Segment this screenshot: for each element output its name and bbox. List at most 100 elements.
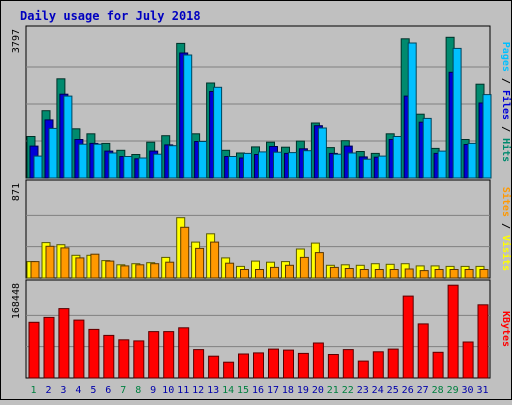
- bar-kbytes-day-25: [387, 348, 399, 379]
- legend-separator: /: [500, 72, 511, 90]
- bar-pages-day-24: [377, 155, 387, 179]
- bar-kbytes-day-9: [148, 331, 160, 379]
- panel-hits-files-pages: 3797 Pages / Files / Hits: [11, 25, 512, 179]
- day-label-17: 17: [267, 385, 279, 396]
- y-max-label-visits-sites: 871: [11, 183, 22, 201]
- bar-pages-day-2: [48, 127, 58, 179]
- bar-pages-day-16: [258, 151, 267, 179]
- bar-pages-day-5: [93, 143, 103, 179]
- bar-pages-day-25: [392, 136, 402, 179]
- legend-hits-files-pages: Pages / Files / Hits: [500, 42, 512, 162]
- bar-sites-day-8: [135, 264, 145, 279]
- legend-kbytes: KBytes: [500, 311, 511, 347]
- bar-sites-day-19: [299, 256, 309, 279]
- bar-sites-day-23: [359, 269, 369, 279]
- day-label-29: 29: [447, 385, 459, 396]
- bar-kbytes-day-24: [372, 351, 384, 379]
- y-max-label-kbytes: 168448: [11, 283, 22, 319]
- bar-kbytes-day-27: [417, 323, 429, 379]
- bar-pages-day-26: [407, 42, 417, 179]
- bar-sites-day-20: [314, 252, 324, 279]
- bar-sites-day-29: [449, 269, 459, 279]
- legend-item-pages: Pages: [500, 42, 511, 72]
- bar-kbytes-day-17: [268, 348, 279, 379]
- bar-sites-day-9: [150, 263, 160, 279]
- bar-kbytes-day-1: [28, 321, 40, 379]
- bar-kbytes-day-31: [477, 304, 489, 379]
- day-label-3: 3: [60, 385, 66, 396]
- bar-kbytes-day-8: [133, 340, 145, 379]
- bar-pages-day-20: [317, 127, 327, 179]
- panel-visits-sites: 871 Sites / Visits: [11, 179, 512, 279]
- bar-kbytes-day-22: [342, 349, 354, 379]
- day-label-27: 27: [417, 385, 429, 396]
- bar-kbytes-day-18: [283, 349, 294, 379]
- bar-pages-day-18: [288, 152, 297, 179]
- bar-kbytes-day-10: [163, 331, 175, 379]
- legend-item-visits: Visits: [500, 235, 512, 271]
- bar-sites-day-15: [240, 269, 249, 279]
- bar-kbytes-day-14: [223, 361, 235, 379]
- day-label-2: 2: [45, 385, 51, 396]
- day-label-12: 12: [192, 385, 204, 396]
- bar-sites-day-11: [180, 226, 190, 279]
- bar-pages-day-14: [228, 156, 238, 179]
- bar-sites-day-17: [270, 266, 279, 279]
- day-label-18: 18: [282, 385, 294, 396]
- bar-pages-day-8: [138, 157, 148, 179]
- bar-pages-day-19: [302, 150, 312, 179]
- bar-sites-day-21: [329, 266, 339, 279]
- day-label-4: 4: [75, 385, 81, 396]
- bar-sites-day-2: [45, 245, 55, 279]
- day-label-20: 20: [312, 385, 324, 396]
- day-label-23: 23: [357, 385, 369, 396]
- bar-sites-day-5: [90, 253, 100, 279]
- bar-sites-day-24: [374, 269, 384, 279]
- chart-title: Daily usage for July 2018: [20, 9, 201, 23]
- day-label-31: 31: [476, 385, 488, 396]
- day-label-21: 21: [327, 385, 339, 396]
- bar-kbytes-day-5: [88, 328, 100, 379]
- day-label-11: 11: [177, 385, 189, 396]
- bar-kbytes-day-15: [238, 353, 249, 379]
- legend-item-files: Files: [500, 90, 512, 120]
- bar-sites-day-14: [225, 262, 235, 279]
- bar-pages-day-31: [482, 94, 492, 179]
- day-label-26: 26: [402, 385, 414, 396]
- bar-sites-day-6: [105, 260, 115, 279]
- day-label-1: 1: [30, 385, 36, 396]
- bar-sites-day-3: [60, 247, 70, 279]
- legend-item-kbytes: KBytes: [500, 311, 511, 347]
- bar-kbytes-day-21: [327, 354, 339, 379]
- y-max-label-hits-files-pages: 3797: [11, 29, 22, 53]
- day-label-15: 15: [237, 385, 249, 396]
- legend-separator: /: [500, 217, 511, 235]
- bar-sites-day-27: [419, 270, 429, 279]
- bar-pages-day-29: [452, 47, 462, 179]
- bar-sites-day-31: [479, 269, 489, 279]
- bar-pages-day-28: [437, 150, 447, 179]
- bar-pages-day-13: [213, 86, 223, 179]
- bar-sites-day-26: [404, 268, 414, 279]
- legend-item-hits: Hits: [500, 138, 512, 162]
- day-label-14: 14: [222, 385, 234, 396]
- bar-sites-day-16: [255, 269, 264, 279]
- day-label-6: 6: [105, 385, 111, 396]
- bar-pages-day-21: [332, 153, 342, 179]
- panel-kbytes: 168448 KBytes: [11, 279, 511, 379]
- legend-separator: /: [500, 120, 511, 138]
- bar-pages-day-11: [183, 54, 193, 179]
- day-label-13: 13: [207, 385, 219, 396]
- bar-pages-day-4: [78, 143, 88, 179]
- day-label-30: 30: [461, 385, 473, 396]
- bar-kbytes-day-16: [253, 352, 264, 379]
- bar-kbytes-day-23: [357, 360, 369, 379]
- bar-kbytes-day-28: [432, 351, 444, 379]
- legend-visits-sites: Sites / Visits: [500, 187, 512, 271]
- bar-kbytes-day-6: [103, 334, 115, 379]
- bar-kbytes-day-12: [193, 349, 205, 379]
- bar-pages-day-9: [153, 153, 163, 179]
- bar-kbytes-day-29: [447, 284, 459, 379]
